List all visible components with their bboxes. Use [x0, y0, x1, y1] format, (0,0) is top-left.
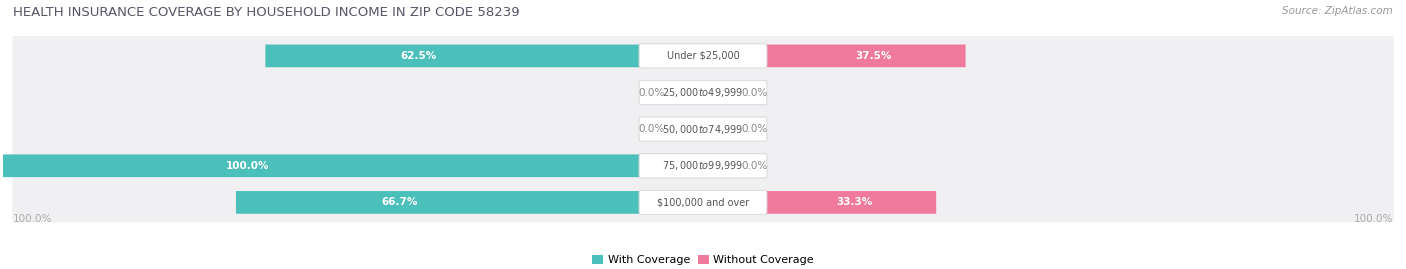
Text: $100,000 and over: $100,000 and over [657, 197, 749, 207]
Text: HEALTH INSURANCE COVERAGE BY HOUSEHOLD INCOME IN ZIP CODE 58239: HEALTH INSURANCE COVERAGE BY HOUSEHOLD I… [13, 6, 520, 19]
FancyBboxPatch shape [640, 117, 766, 141]
Text: 0.0%: 0.0% [638, 124, 665, 134]
FancyBboxPatch shape [13, 109, 1393, 149]
Text: Source: ZipAtlas.com: Source: ZipAtlas.com [1282, 6, 1393, 16]
FancyBboxPatch shape [703, 45, 966, 67]
FancyBboxPatch shape [672, 118, 703, 140]
FancyBboxPatch shape [3, 154, 703, 177]
Text: $75,000 to $99,999: $75,000 to $99,999 [662, 159, 744, 172]
Text: 0.0%: 0.0% [741, 124, 768, 134]
Text: 100.0%: 100.0% [13, 214, 52, 224]
FancyBboxPatch shape [640, 80, 766, 105]
FancyBboxPatch shape [236, 191, 703, 214]
Text: 33.3%: 33.3% [837, 197, 873, 207]
Text: 66.7%: 66.7% [381, 197, 418, 207]
FancyBboxPatch shape [13, 183, 1393, 222]
Text: 62.5%: 62.5% [401, 51, 437, 61]
FancyBboxPatch shape [266, 45, 703, 67]
Text: $50,000 to $74,999: $50,000 to $74,999 [662, 123, 744, 136]
Text: Under $25,000: Under $25,000 [666, 51, 740, 61]
Text: 0.0%: 0.0% [741, 87, 768, 98]
FancyBboxPatch shape [703, 191, 936, 214]
FancyBboxPatch shape [640, 44, 766, 68]
FancyBboxPatch shape [672, 81, 703, 104]
FancyBboxPatch shape [13, 73, 1393, 112]
FancyBboxPatch shape [640, 190, 766, 214]
Text: 37.5%: 37.5% [855, 51, 891, 61]
FancyBboxPatch shape [703, 81, 734, 104]
Text: 0.0%: 0.0% [638, 87, 665, 98]
FancyBboxPatch shape [703, 118, 734, 140]
Text: 100.0%: 100.0% [226, 161, 270, 171]
Text: 0.0%: 0.0% [741, 161, 768, 171]
FancyBboxPatch shape [13, 36, 1393, 76]
FancyBboxPatch shape [640, 154, 766, 178]
Legend: With Coverage, Without Coverage: With Coverage, Without Coverage [588, 251, 818, 269]
FancyBboxPatch shape [13, 146, 1393, 186]
FancyBboxPatch shape [703, 154, 734, 177]
Text: $25,000 to $49,999: $25,000 to $49,999 [662, 86, 744, 99]
Text: 100.0%: 100.0% [1354, 214, 1393, 224]
